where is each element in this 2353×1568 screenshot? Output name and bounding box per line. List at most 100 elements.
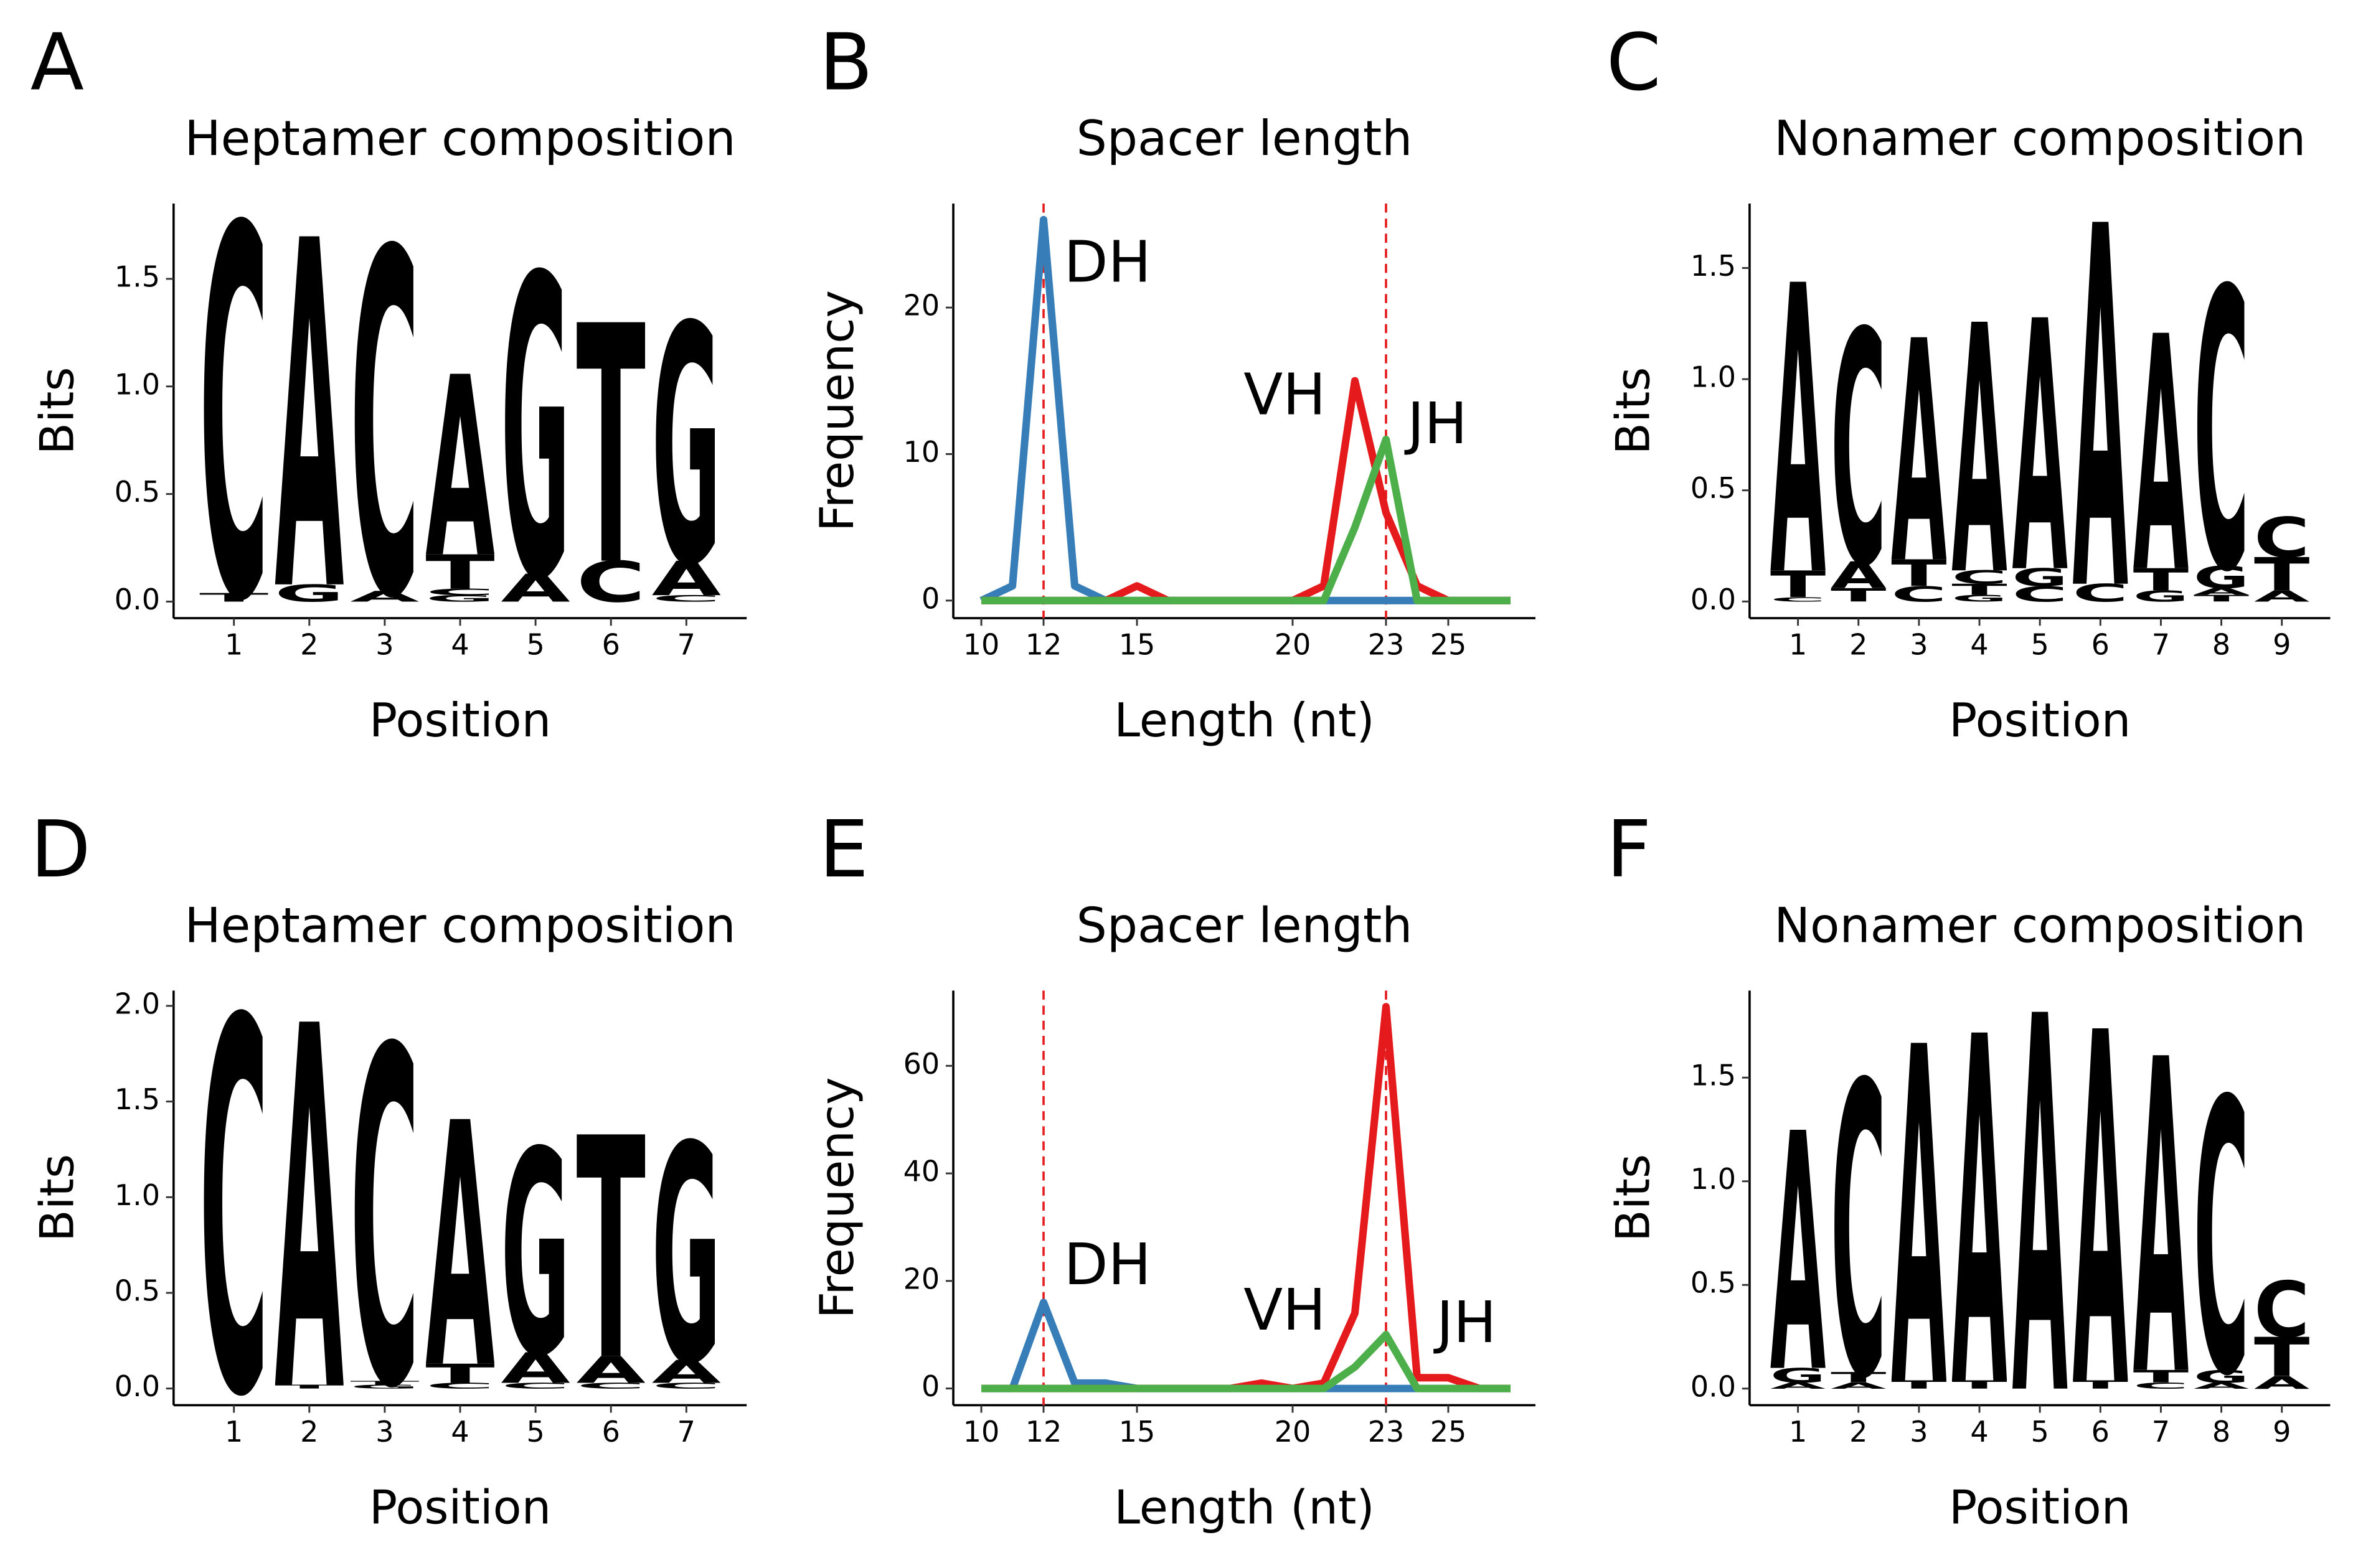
y-tick-label: 1.0 [115, 367, 160, 401]
panel: D Heptamer composition Position Bits 0.0 0.5 1… [30, 804, 747, 1534]
x-axis-label: Position [369, 1480, 551, 1534]
chart-title: Heptamer composition [184, 898, 735, 954]
y-tick-label: 0.0 [1690, 1369, 1736, 1403]
x-tick-label: 5 [526, 628, 544, 662]
logo-letter: A [2194, 1381, 2250, 1391]
logo-letter: A [2254, 588, 2310, 605]
y-tick-label: 1.5 [1690, 249, 1736, 283]
logo-letter: A [2254, 1373, 2309, 1392]
x-tick-label: 3 [1910, 628, 1928, 662]
x-tick-label: 6 [602, 1415, 620, 1448]
x-tick-label: 20 [1275, 628, 1311, 662]
y-tick-label: 2.0 [115, 987, 160, 1020]
logo-letter: C [2073, 579, 2128, 607]
x-tick-label: 2 [1849, 1415, 1867, 1448]
logo-letter: C [350, 954, 419, 1491]
x-tick-label: 3 [375, 1415, 394, 1448]
logo-letter: C [1891, 582, 1946, 607]
panel-label: E [819, 804, 869, 895]
logo-letter: A [1951, 938, 2007, 1493]
chart-title: Spacer length [1077, 898, 1413, 954]
x-tick-label: 4 [1970, 1415, 1988, 1448]
y-tick-label: 40 [903, 1155, 940, 1188]
y-tick-label: 60 [903, 1047, 940, 1081]
y-axis-label: Bits [1606, 1154, 1661, 1242]
chart-title: Nonamer composition [1774, 111, 2306, 167]
x-tick-label: 4 [1970, 628, 1988, 662]
x-tick-label: 1 [1789, 1415, 1807, 1448]
x-tick-label: 25 [1430, 628, 1467, 662]
logo-letter: A [425, 1053, 495, 1444]
chart-title: Nonamer composition [1774, 898, 2306, 954]
logo-letter: A [350, 588, 420, 606]
logo-letter: G [652, 257, 721, 638]
y-tick-label: 0.5 [115, 475, 160, 509]
logo-letter: C [1831, 1001, 1886, 1467]
logo-letter: C [199, 123, 268, 713]
logo-letter: T [275, 1384, 344, 1390]
x-tick-label: 7 [677, 628, 696, 662]
panel: B Spacer length Length (nt) Frequency 0 10 20 1… [809, 17, 1535, 748]
panel-label: D [31, 804, 91, 895]
x-tick-label: 12 [1026, 1415, 1062, 1448]
y-tick-label: 0.0 [115, 583, 160, 616]
logo-letter: C [199, 915, 268, 1509]
y-tick-label: 0 [922, 1369, 940, 1403]
y-axis-label: Bits [1606, 367, 1661, 455]
logo-letter: T [1891, 1378, 1947, 1391]
logo-letter: A [1770, 1064, 1826, 1445]
panel: C Nonamer composition Position Bits 0.0 0.5 1.… [1606, 17, 2331, 748]
x-axis-label: Length (nt) [1114, 693, 1374, 748]
y-tick-label: 0.0 [1690, 583, 1736, 616]
x-tick-label: 2 [300, 1415, 318, 1448]
y-tick-label: 1.5 [1690, 1059, 1736, 1092]
y-tick-label: 1.0 [1690, 1162, 1736, 1196]
x-tick-label: 7 [2152, 628, 2170, 662]
series-label: VH [1243, 361, 1326, 428]
logo-letter: T [2073, 1378, 2129, 1391]
panel-label: A [31, 17, 84, 108]
x-tick-label: 25 [1430, 1415, 1467, 1448]
x-tick-label: 3 [1910, 1415, 1928, 1448]
logo-letter: G [501, 1092, 570, 1419]
y-axis-label: Bits [30, 367, 85, 455]
y-tick-label: 1.5 [115, 1082, 160, 1116]
x-tick-label: 7 [2152, 1415, 2170, 1448]
logo-letter: A [2073, 124, 2129, 702]
series-line [981, 1331, 1511, 1392]
y-axis-label: Frequency [809, 1077, 864, 1318]
logo-letter: T [576, 257, 646, 638]
logo-letter: C [425, 587, 494, 597]
x-tick-label: 3 [375, 628, 394, 662]
logo-letter: A [1891, 951, 1947, 1490]
x-tick-label: 15 [1119, 628, 1156, 662]
panel-label: C [1606, 17, 1661, 108]
logo-letter: G [1951, 593, 2007, 604]
x-tick-label: 6 [602, 628, 620, 662]
logo-letter: T [1831, 1369, 1886, 1386]
logo-letter: A [2012, 250, 2068, 650]
logo-letter: G [2194, 1366, 2249, 1386]
logo-letter: A [1770, 203, 1826, 664]
x-tick-label: 5 [526, 1415, 544, 1448]
x-tick-label: 8 [2212, 1415, 2230, 1448]
x-tick-label: 1 [225, 1415, 243, 1448]
logo-letter: A [1891, 276, 1947, 631]
logo-letter: C [501, 1381, 570, 1391]
logo-letter: T [199, 591, 268, 604]
y-axis-label: Bits [30, 1154, 85, 1242]
panel: F Nonamer composition Position Bits 0.0 0.5 1.… [1606, 804, 2331, 1534]
x-tick-label: 6 [2091, 1415, 2110, 1448]
logo-letter: C [2254, 507, 2309, 571]
series-label: JH [1404, 390, 1467, 457]
series-label: JH [1433, 1289, 1496, 1356]
panel: E Spacer length Length (nt) Frequency 0 20 40 6… [809, 804, 1535, 1534]
logo-letter: G [652, 1084, 721, 1431]
logo-letter: A [1770, 1381, 1826, 1391]
logo-letter: A [2133, 268, 2189, 645]
logo-letter: A [275, 143, 344, 698]
logo-letter: T [425, 1359, 494, 1389]
logo-letter: C [1951, 567, 2007, 588]
